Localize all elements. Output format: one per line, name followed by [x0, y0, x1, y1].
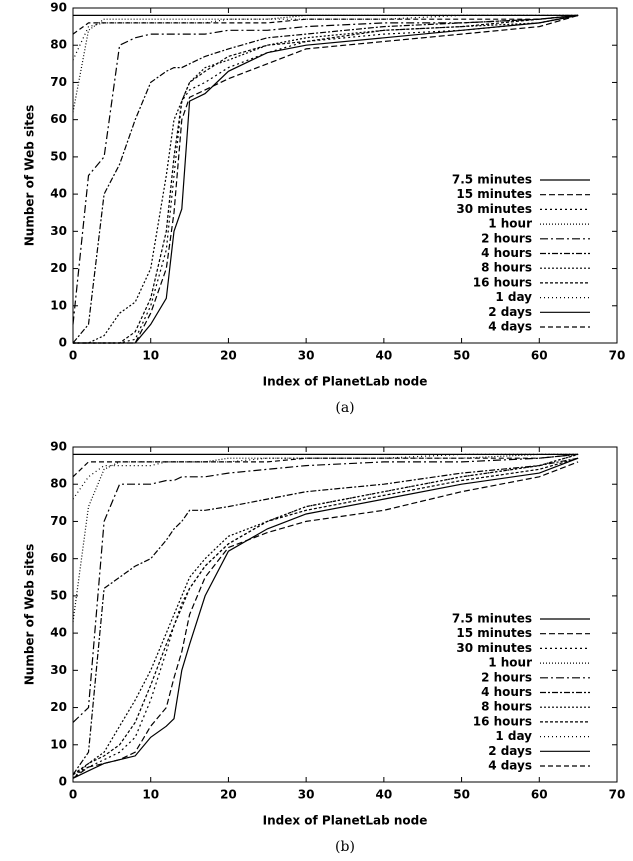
x-tick-label: 60 [531, 349, 548, 363]
y-tick-label: 30 [50, 224, 67, 238]
x-tick-label: 50 [453, 788, 470, 802]
legend-label: 1 day [495, 729, 532, 743]
legend-label: 4 hours [481, 685, 532, 699]
series-line [72, 14, 579, 325]
legend-label: 4 hours [481, 246, 532, 260]
x-tick-label: 60 [531, 788, 548, 802]
series-line [72, 461, 579, 779]
x-tick-label: 30 [298, 349, 315, 363]
series-line [73, 14, 579, 344]
x-tick-label: 30 [298, 788, 315, 802]
legend-label: 2 hours [481, 231, 532, 245]
y-tick-label: 20 [50, 700, 67, 714]
x-tick-label: 70 [609, 788, 626, 802]
y-tick-label: 10 [50, 298, 67, 312]
series-line [72, 453, 579, 779]
series-line [72, 457, 579, 775]
x-tick-label: 10 [142, 349, 159, 363]
legend-label: 2 days [488, 744, 532, 758]
series-line [72, 14, 579, 61]
y-tick-label: 10 [50, 737, 67, 751]
legend-label: 16 hours [473, 714, 532, 728]
series-line [72, 453, 579, 478]
y-axis-label: Number of Web sites [23, 105, 37, 247]
x-tick-label: 40 [376, 349, 393, 363]
x-tick-label: 0 [69, 349, 77, 363]
y-tick-label: 70 [50, 514, 67, 528]
y-tick-label: 0 [59, 336, 67, 350]
x-tick-label: 20 [220, 349, 237, 363]
x-tick-label: 70 [609, 349, 626, 363]
y-tick-label: 50 [50, 149, 67, 163]
legend-label: 30 minutes [456, 202, 532, 216]
legend-label: 15 minutes [456, 626, 532, 640]
x-axis-label: Index of PlanetLab node [263, 814, 428, 828]
y-tick-label: 80 [50, 477, 67, 491]
x-tick-label: 40 [376, 788, 393, 802]
y-tick-label: 90 [50, 1, 67, 15]
x-tick-label: 20 [220, 788, 237, 802]
y-tick-label: 90 [50, 440, 67, 454]
y-tick-label: 70 [50, 75, 67, 89]
legend-label: 16 hours [473, 275, 532, 289]
legend-label: 8 hours [481, 700, 532, 714]
caption: (b) [335, 839, 355, 855]
series-line [72, 14, 579, 344]
series-line [72, 14, 579, 35]
y-tick-label: 60 [50, 112, 67, 126]
plot-frame [72, 446, 618, 783]
series-line [72, 453, 579, 723]
legend-label: 15 minutes [456, 187, 532, 201]
y-tick-label: 60 [50, 551, 67, 565]
series-line [72, 453, 579, 622]
x-tick-label: 0 [69, 788, 77, 802]
x-axis-label: Index of PlanetLab node [263, 375, 428, 389]
y-tick-label: 40 [50, 626, 67, 640]
legend-label: 7.5 minutes [452, 612, 532, 626]
caption: (a) [335, 400, 354, 416]
series-line [72, 453, 579, 500]
x-tick-label: 50 [453, 349, 470, 363]
legend-label: 8 hours [481, 261, 532, 275]
y-tick-label: 80 [50, 38, 67, 52]
legend-label: 1 hour [488, 656, 532, 670]
legend-label: 2 days [488, 305, 532, 319]
legend-label: 2 hours [481, 670, 532, 684]
legend-label: 4 days [488, 759, 532, 773]
x-tick-label: 10 [142, 788, 159, 802]
y-tick-label: 20 [50, 261, 67, 275]
y-tick-label: 30 [50, 663, 67, 677]
legend-label: 1 day [495, 290, 532, 304]
series-line [73, 14, 579, 344]
y-tick-label: 40 [50, 187, 67, 201]
plot-frame [72, 7, 618, 344]
legend-label: 30 minutes [456, 641, 532, 655]
series-line [72, 457, 579, 776]
legend-label: 7.5 minutes [452, 173, 532, 187]
y-axis-label: Number of Web sites [23, 544, 37, 686]
legend-label: 4 days [488, 320, 532, 334]
y-tick-label: 0 [59, 775, 67, 789]
legend-label: 1 hour [488, 217, 532, 231]
series-line [72, 453, 579, 776]
y-tick-label: 50 [50, 588, 67, 602]
series-line [73, 14, 579, 344]
